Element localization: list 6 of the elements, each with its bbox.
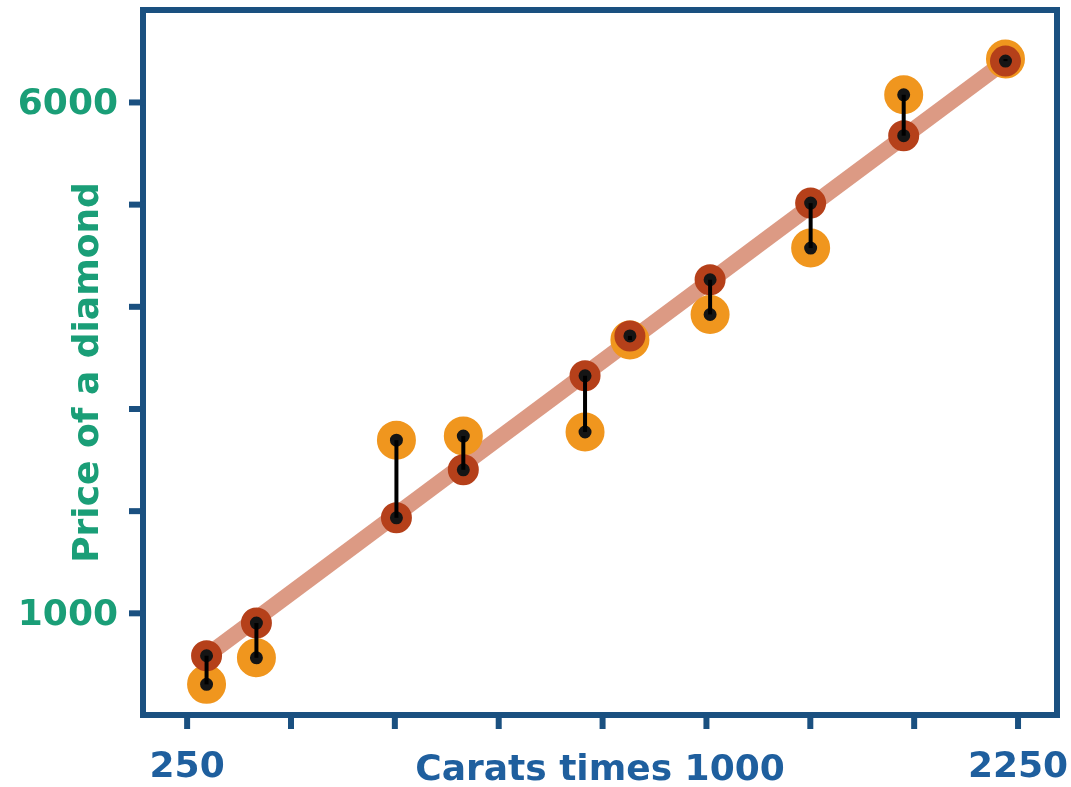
x-tick-label: 250 bbox=[149, 743, 225, 785]
y-tick-label: 1000 bbox=[17, 591, 118, 633]
x-tick-label: 2250 bbox=[967, 743, 1069, 785]
x-axis-title: Carats times 1000 bbox=[415, 747, 785, 787]
y-axis-title: Price of a diamond bbox=[65, 182, 106, 563]
y-tick-label: 6000 bbox=[17, 80, 118, 122]
